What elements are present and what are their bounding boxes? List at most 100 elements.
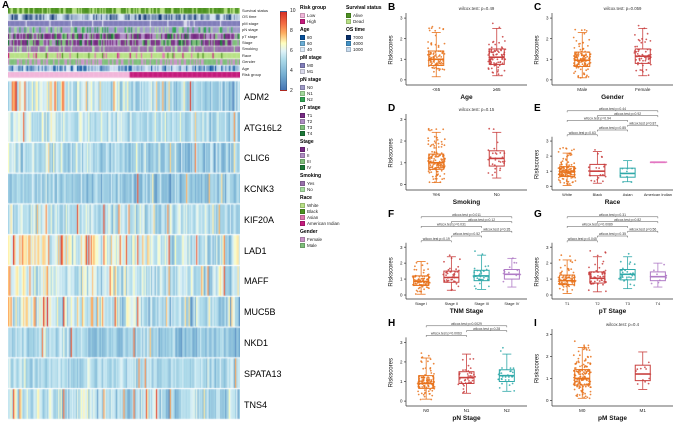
legend-swatch [300,62,305,68]
legend-label: T2 [307,118,313,124]
svg-text:wilcox.test p=0.0029: wilcox.test p=0.0029 [451,322,482,326]
colorbar-tick: 10 [290,8,296,14]
legend-item: T2 [300,118,345,124]
legend-label: Male [307,242,317,248]
gene-label: CLIC6 [244,153,270,164]
svg-text:T1: T1 [565,301,570,306]
panel-f-letter: F [388,209,395,220]
legend-swatch [300,124,305,130]
svg-text:Race: Race [605,199,621,206]
legend-label: M1 [307,68,314,74]
legend-label: 1000 [353,46,364,52]
legend-swatch [300,90,305,96]
svg-text:1: 1 [400,277,403,282]
legend-label: 7000 [353,34,364,40]
legend-label: American Indian [307,220,340,226]
legend-item: 80 [300,34,345,40]
legend-label: White [307,202,319,208]
gene-label: ATG16L2 [244,122,282,133]
gene-labels: ADM2 ATG16L2 CLIC6 KCNK3 KIF20A LAD1 MAFF MUC5B… [244,8,296,420]
gene-label: SPATA13 [244,368,282,379]
svg-text:1: 1 [546,169,549,174]
legend-swatch [346,18,351,24]
legend-label: M0 [307,62,314,68]
legend-label: IV [307,164,312,170]
svg-text:0: 0 [546,184,549,189]
svg-text:wilcox.test p=0.045: wilcox.test p=0.045 [568,237,597,241]
legend-title: Race [300,195,312,201]
legend-item: High [300,18,345,24]
svg-text:Gender: Gender [601,94,624,101]
svg-text:0: 0 [546,293,549,298]
svg-text:2: 2 [546,354,549,359]
legend-item: T4 [300,130,345,136]
legend-item: T3 [300,124,345,130]
svg-text:wilcox.test p=0.87: wilcox.test p=0.87 [629,121,656,125]
legend-swatch [346,12,351,18]
annotation-label: OS time [242,14,257,20]
gene-label: ADM2 [244,91,270,102]
legend-swatch [300,46,305,52]
svg-text:Stage II: Stage II [445,301,458,306]
panel-d: 0 1 2 3 Riskscores Yes No Smoking wilcox.test: p… [386,103,532,207]
svg-text:2: 2 [400,261,403,266]
legend-item: N1 [300,90,345,96]
legend-label: II [307,152,310,158]
annotation-labels: Survival status OS time pM stage pN stage pT… [242,8,280,82]
legend-label: 4000 [353,40,364,46]
legend-title: Risk group [300,5,327,11]
gene-label: TNS4 [244,399,268,410]
legend-item: Dead [346,18,386,24]
panel-b: 0 1 2 3 Riskscores <65 ≥65 Age wilcox.test: p=0.… [386,2,532,102]
svg-text:0: 0 [400,182,403,187]
svg-text:Black: Black [593,192,603,197]
svg-text:American Indian: American Indian [644,192,672,197]
svg-text:M1: M1 [640,408,647,413]
panel-c-letter: C [534,2,542,13]
svg-text:wilcox.test: p=0.059: wilcox.test: p=0.059 [604,6,642,11]
svg-text:wilcox.test p=0.0089: wilcox.test p=0.0089 [582,223,613,227]
svg-text:wilcox.test p=0.011: wilcox.test p=0.011 [452,213,481,217]
panel-g: 0 1 2 3 Riskscores T1 T2 T3 T4 pT Stage wilcox.tes… [532,209,678,316]
legend-item: White [300,202,345,208]
legend-label: Low [307,12,316,18]
panel-f-plot: 0 1 2 3 Riskscores Stage I Stage II Stage III St… [389,213,527,315]
svg-text:wilcox.test p=0.94: wilcox.test p=0.94 [584,117,611,121]
legend-label: Black [307,208,319,214]
legend-label: Dead [353,18,364,24]
legend-swatch [346,40,351,46]
legend-swatch [300,236,305,242]
svg-text:wilcox.test: p=0.4: wilcox.test: p=0.4 [606,322,640,327]
panel-c-plot: 0 1 2 3 Riskscores Male Female Gender wilcox.tes… [535,6,673,101]
svg-text:Yes: Yes [433,192,441,197]
panel-h: 0 1 2 3 Riskscores N0 N1 N2 pN Stage wilcox.test … [386,318,532,423]
svg-text:Riskscores: Riskscores [535,354,541,383]
svg-text:Female: Female [635,87,651,92]
legend-item: T1 [300,112,345,118]
svg-text:wilcox.test p=0.52: wilcox.test p=0.52 [453,232,480,236]
legend-item: Asian [300,214,345,220]
legend-item: III [300,158,345,164]
legend-label: N1 [307,90,313,96]
legend-title: Stage [300,139,314,145]
panel-e-letter: E [534,103,541,114]
svg-text:1: 1 [400,379,403,384]
svg-text:Riskscores: Riskscores [535,257,541,286]
svg-text:wilcox.test p=0.56: wilcox.test p=0.56 [629,227,656,231]
svg-text:1: 1 [400,160,403,165]
legend-label: Asian [307,214,319,220]
svg-text:Riskscores: Riskscores [389,35,395,64]
legend-title: pM stage [300,55,322,61]
svg-text:wilcox.test p=0.12: wilcox.test p=0.12 [468,218,495,222]
legend-swatch [300,180,305,186]
svg-text:3: 3 [400,340,403,345]
svg-text:<65: <65 [432,87,440,92]
legend-label: High [307,18,317,24]
svg-text:Riskscores: Riskscores [389,358,395,387]
legend-item: Male [300,242,345,248]
colorbar-ticks: 10 8 6 4 2 [290,8,302,96]
legend-title: pT stage [300,105,321,111]
legend-item: Black [300,208,345,214]
annotation-label: Smoking [242,46,258,52]
